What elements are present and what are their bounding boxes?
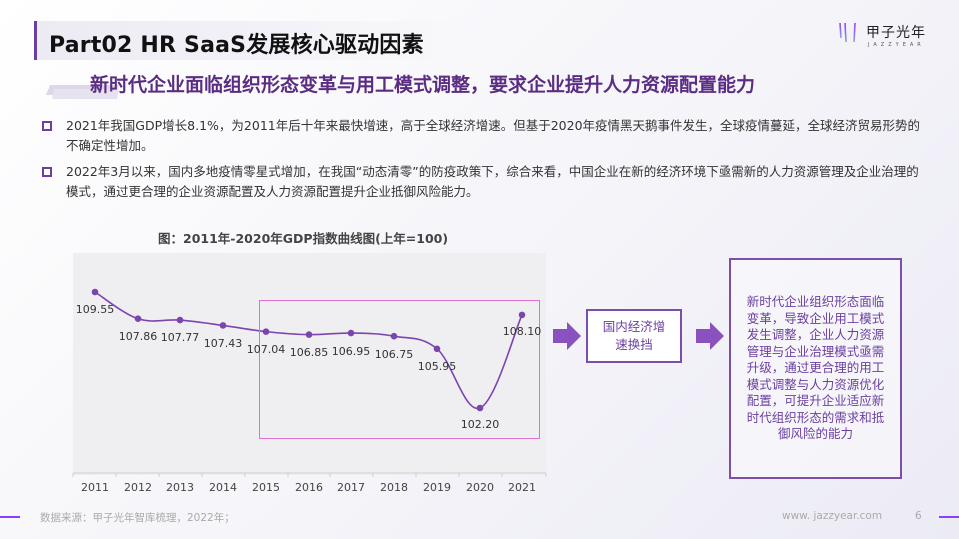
highlight-box [259, 300, 540, 439]
data-label: 105.95 [417, 360, 457, 373]
page-number: 6 [915, 510, 922, 522]
x-tick-label: 2013 [166, 481, 194, 494]
chart-title: 图：2011年-2020年GDP指数曲线图(上年=100) [158, 231, 449, 246]
data-label: 106.75 [374, 348, 414, 361]
x-tick-label: 2014 [209, 481, 237, 494]
x-tick-label: 2019 [423, 481, 451, 494]
footer-accent-line [939, 516, 959, 518]
footer-accent-line [0, 516, 20, 518]
data-label: 107.77 [160, 331, 200, 344]
right-arrow-icon [553, 322, 581, 350]
subtitle-decoration-icon [46, 85, 119, 99]
x-tick-label: 2017 [337, 481, 365, 494]
section-subtitle: 新时代企业面临组织形态变革与用工模式调整，要求企业提升人力资源配置能力 [90, 74, 756, 96]
x-tick-label: 2016 [295, 481, 323, 494]
data-label: 107.04 [246, 343, 286, 356]
page-title: Part02 HR SaaS发展核心驱动因素 [49, 33, 424, 58]
square-bullet-icon [42, 167, 52, 177]
x-tick-label: 2015 [252, 481, 280, 494]
x-tick-label: 2012 [124, 481, 152, 494]
data-label: 106.85 [289, 346, 329, 359]
square-bullet-icon [42, 121, 52, 131]
flow-box-conclusion: 新时代企业组织形态面临变革，导致企业用工模式发生调整，企业人力资源管理与企业治理… [729, 258, 902, 479]
x-tick-label: 2011 [81, 481, 109, 494]
x-tick-label: 2018 [380, 481, 408, 494]
logo-bars-icon [839, 22, 856, 58]
bullet-text: 2021年我国GDP增长8.1%，为2011年后十年来最快增速，高于全球经济增速… [66, 118, 921, 153]
data-label: 109.55 [75, 303, 115, 316]
data-label: 108.10 [502, 325, 542, 338]
logo-text-cn: 甲子光年 [866, 25, 926, 41]
flow-box-economy: 国内经济增速换挡 [586, 309, 682, 363]
data-label: 106.95 [331, 345, 371, 358]
logo: 甲子光年 JAZZYEAR [838, 20, 948, 60]
logo-text-en: JAZZYEAR [868, 42, 925, 48]
x-tick-label: 2020 [466, 481, 494, 494]
data-source: 数据来源：甲子光年智库梳理，2022年； [40, 512, 235, 524]
x-tick-label: 2021 [508, 481, 536, 494]
title-bar: Part02 HR SaaS发展核心驱动因素 [34, 21, 474, 60]
data-label: 102.20 [460, 418, 500, 431]
bullet-text: 2022年3月以来，国内多地疫情零星式增加，在我国“动态清零”的防疫政策下，综合… [66, 164, 919, 199]
data-label: 107.86 [118, 330, 158, 343]
right-arrow-icon [696, 322, 724, 350]
website-link[interactable]: www. jazzyear.com [782, 510, 883, 522]
data-label: 107.43 [203, 337, 243, 350]
